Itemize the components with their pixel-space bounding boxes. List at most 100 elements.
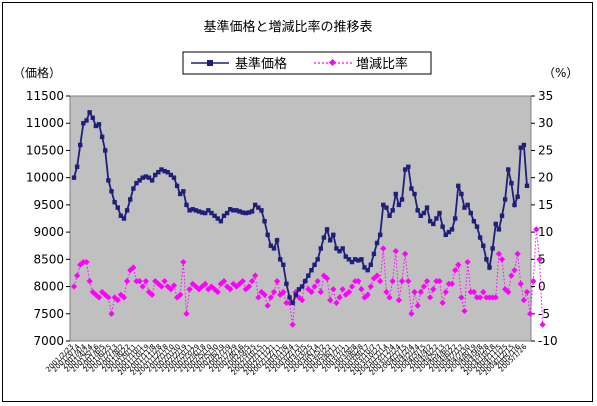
price-point — [321, 235, 327, 240]
price-point — [146, 175, 152, 180]
price-point — [268, 243, 274, 248]
price-point — [387, 213, 392, 218]
price-point — [112, 199, 117, 205]
ratio-point — [255, 294, 262, 301]
ratio-point — [486, 294, 493, 301]
right-y-axis: -10-505101520253035 — [531, 89, 558, 348]
price-point — [471, 219, 477, 224]
left-tick-label: 7000 — [33, 334, 64, 348]
price-point — [193, 208, 199, 213]
price-point — [509, 180, 514, 186]
ratio-point — [423, 277, 431, 285]
ratio-point — [527, 310, 534, 317]
ratio-point — [417, 288, 424, 296]
ratio-point — [477, 294, 484, 301]
price-point — [171, 175, 177, 180]
price-point — [299, 284, 305, 289]
left-axis-label: （価格） — [13, 65, 61, 80]
price-point — [449, 227, 455, 232]
price-point — [474, 224, 480, 229]
x-axis: 2001/2/232001/3/142001/4/42001/4/242001/… — [44, 342, 528, 377]
price-point — [518, 145, 523, 150]
left-tick-label: 8000 — [33, 280, 64, 294]
right-tick-label: 20 — [538, 171, 553, 185]
price-point — [490, 246, 495, 251]
right-tick-label: 15 — [538, 198, 553, 212]
price-point — [103, 148, 108, 153]
ratio-point — [186, 286, 193, 293]
ratio-point — [314, 277, 321, 285]
ratio-point — [345, 288, 353, 296]
price-point — [418, 213, 423, 218]
price-point — [106, 178, 111, 183]
price-point — [381, 202, 386, 208]
chart-frame: 基準価格と増減比率の推移表 基準価格 増減比率 （価格） （%） 7000 750… — [2, 2, 593, 402]
chart-title: 基準価格と増減比率の推移表 — [203, 19, 372, 35]
price-point — [246, 210, 252, 215]
price-point — [421, 210, 427, 216]
ratio-point — [398, 277, 406, 285]
price-point — [296, 287, 302, 292]
price-point — [465, 202, 470, 208]
price-point — [452, 216, 458, 221]
price-point — [399, 197, 405, 202]
ratio-point — [411, 288, 418, 296]
price-point — [153, 172, 158, 178]
ratio-point — [327, 297, 334, 304]
ratio-point — [308, 288, 315, 296]
price-point — [277, 257, 283, 262]
price-point — [481, 243, 486, 248]
ratio-point — [483, 294, 490, 301]
ratio-point — [442, 288, 449, 296]
ratio-point — [289, 321, 296, 328]
ratio-point — [511, 267, 518, 274]
price-point — [340, 246, 345, 251]
ratio-point — [383, 288, 390, 296]
price-point — [149, 178, 155, 183]
price-point — [199, 210, 205, 215]
price-point — [128, 197, 133, 202]
left-tick-label: 11500 — [26, 89, 64, 103]
right-tick-label: 35 — [538, 89, 553, 103]
left-tick-label: 11000 — [26, 116, 64, 130]
price-point — [477, 235, 483, 240]
price-point — [206, 208, 211, 213]
ratio-point — [283, 299, 290, 307]
ratio-point — [439, 299, 446, 307]
price-point — [237, 209, 242, 214]
ratio-point — [298, 297, 306, 304]
ratio-point — [430, 286, 437, 293]
ratio-point — [392, 248, 399, 255]
right-axis-label: （%） — [543, 66, 578, 80]
price-point — [456, 183, 461, 189]
price-point — [184, 202, 189, 208]
price-point — [287, 295, 292, 300]
price-point — [215, 216, 220, 221]
ratio-point — [148, 291, 156, 298]
ratio-point — [348, 283, 356, 290]
ratio-point — [505, 288, 512, 296]
price-point — [259, 208, 264, 213]
price-point — [224, 210, 230, 216]
price-point — [121, 216, 127, 221]
price-point — [512, 202, 517, 208]
price-point — [493, 221, 498, 227]
right-tick-label: 25 — [538, 143, 553, 157]
price-point — [118, 213, 124, 218]
price-point — [496, 227, 502, 232]
chart-canvas: 基準価格と増減比率の推移表 基準価格 増減比率 （価格） （%） 7000 750… — [13, 19, 578, 377]
ratio-point — [267, 294, 274, 301]
price-point — [302, 278, 308, 284]
price-point — [343, 254, 348, 259]
price-point — [124, 208, 130, 213]
price-point — [365, 268, 370, 273]
price-point — [243, 210, 249, 216]
price-point — [221, 213, 227, 218]
price-point — [159, 167, 164, 172]
price-point — [181, 189, 186, 194]
price-point — [431, 221, 436, 227]
price-point — [209, 210, 214, 216]
price-point — [484, 257, 489, 262]
right-tick-label: -5 — [538, 307, 550, 321]
price-point — [371, 251, 377, 257]
